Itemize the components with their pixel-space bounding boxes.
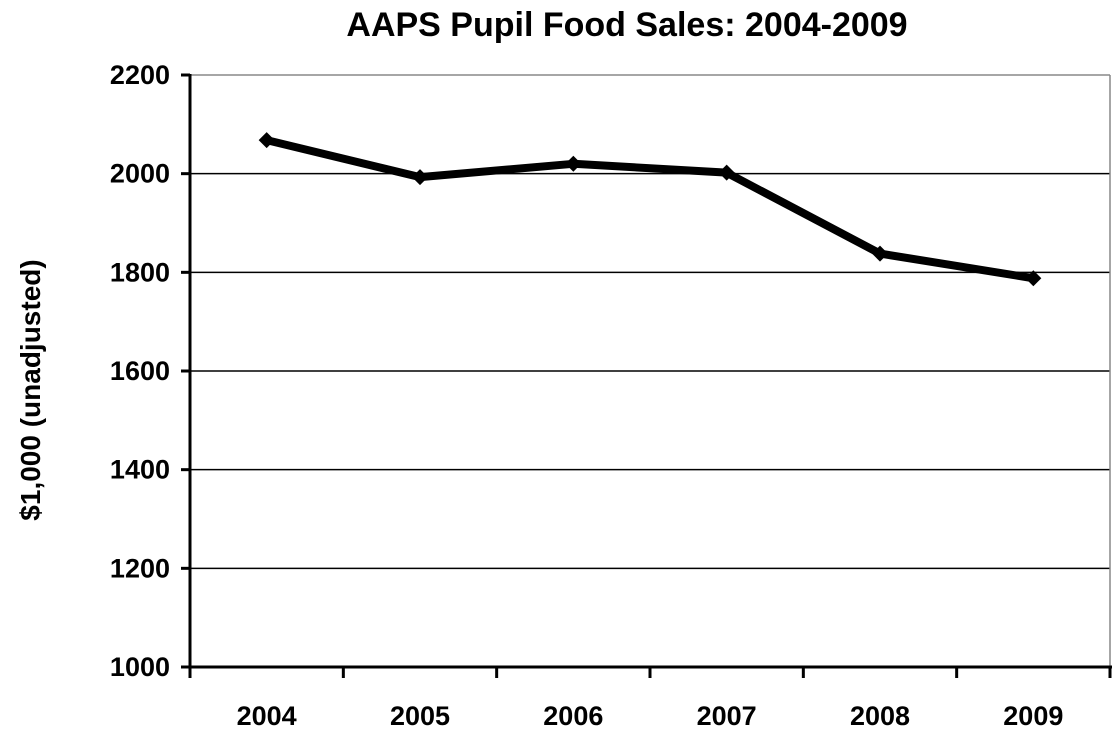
series xyxy=(258,132,1042,287)
y-tick-label-1200: 1200 xyxy=(110,553,170,583)
data-point-2009 xyxy=(1025,270,1042,287)
x-tick-label-2009: 2009 xyxy=(1003,701,1063,729)
y-tick-label-1600: 1600 xyxy=(110,356,170,386)
x-tick-label-2005: 2005 xyxy=(390,701,450,729)
x-tick-label-2007: 2007 xyxy=(697,701,757,729)
x-tick-label-2004: 2004 xyxy=(237,701,297,729)
y-tick-label-1800: 1800 xyxy=(110,257,170,287)
y-axis-label: $1,000 (unadjusted) xyxy=(15,259,46,520)
data-point-2008 xyxy=(872,245,888,262)
series-line-0 xyxy=(262,136,1038,283)
x-tick-label-2006: 2006 xyxy=(543,701,603,729)
x-tick-label-2008: 2008 xyxy=(850,701,910,729)
gridlines xyxy=(190,74,1110,570)
y-tick-labels: 1000 1200 1400 1600 1800 2000 2200 xyxy=(110,60,170,682)
y-tick-label-2000: 2000 xyxy=(110,159,170,189)
axes xyxy=(181,73,1112,678)
y-tick-label-1000: 1000 xyxy=(110,652,170,682)
data-point-2006 xyxy=(565,155,582,172)
data-point-2007 xyxy=(718,164,735,181)
data-point-2005 xyxy=(412,169,428,186)
x-tick-labels: 2004 2005 2006 2007 2008 2009 xyxy=(237,701,1064,729)
chart-title: AAPS Pupil Food Sales: 2004-2009 xyxy=(346,6,907,44)
y-tick-label-2200: 2200 xyxy=(110,60,170,90)
data-point-2004 xyxy=(258,132,275,149)
y-tick-label-1400: 1400 xyxy=(110,455,170,485)
